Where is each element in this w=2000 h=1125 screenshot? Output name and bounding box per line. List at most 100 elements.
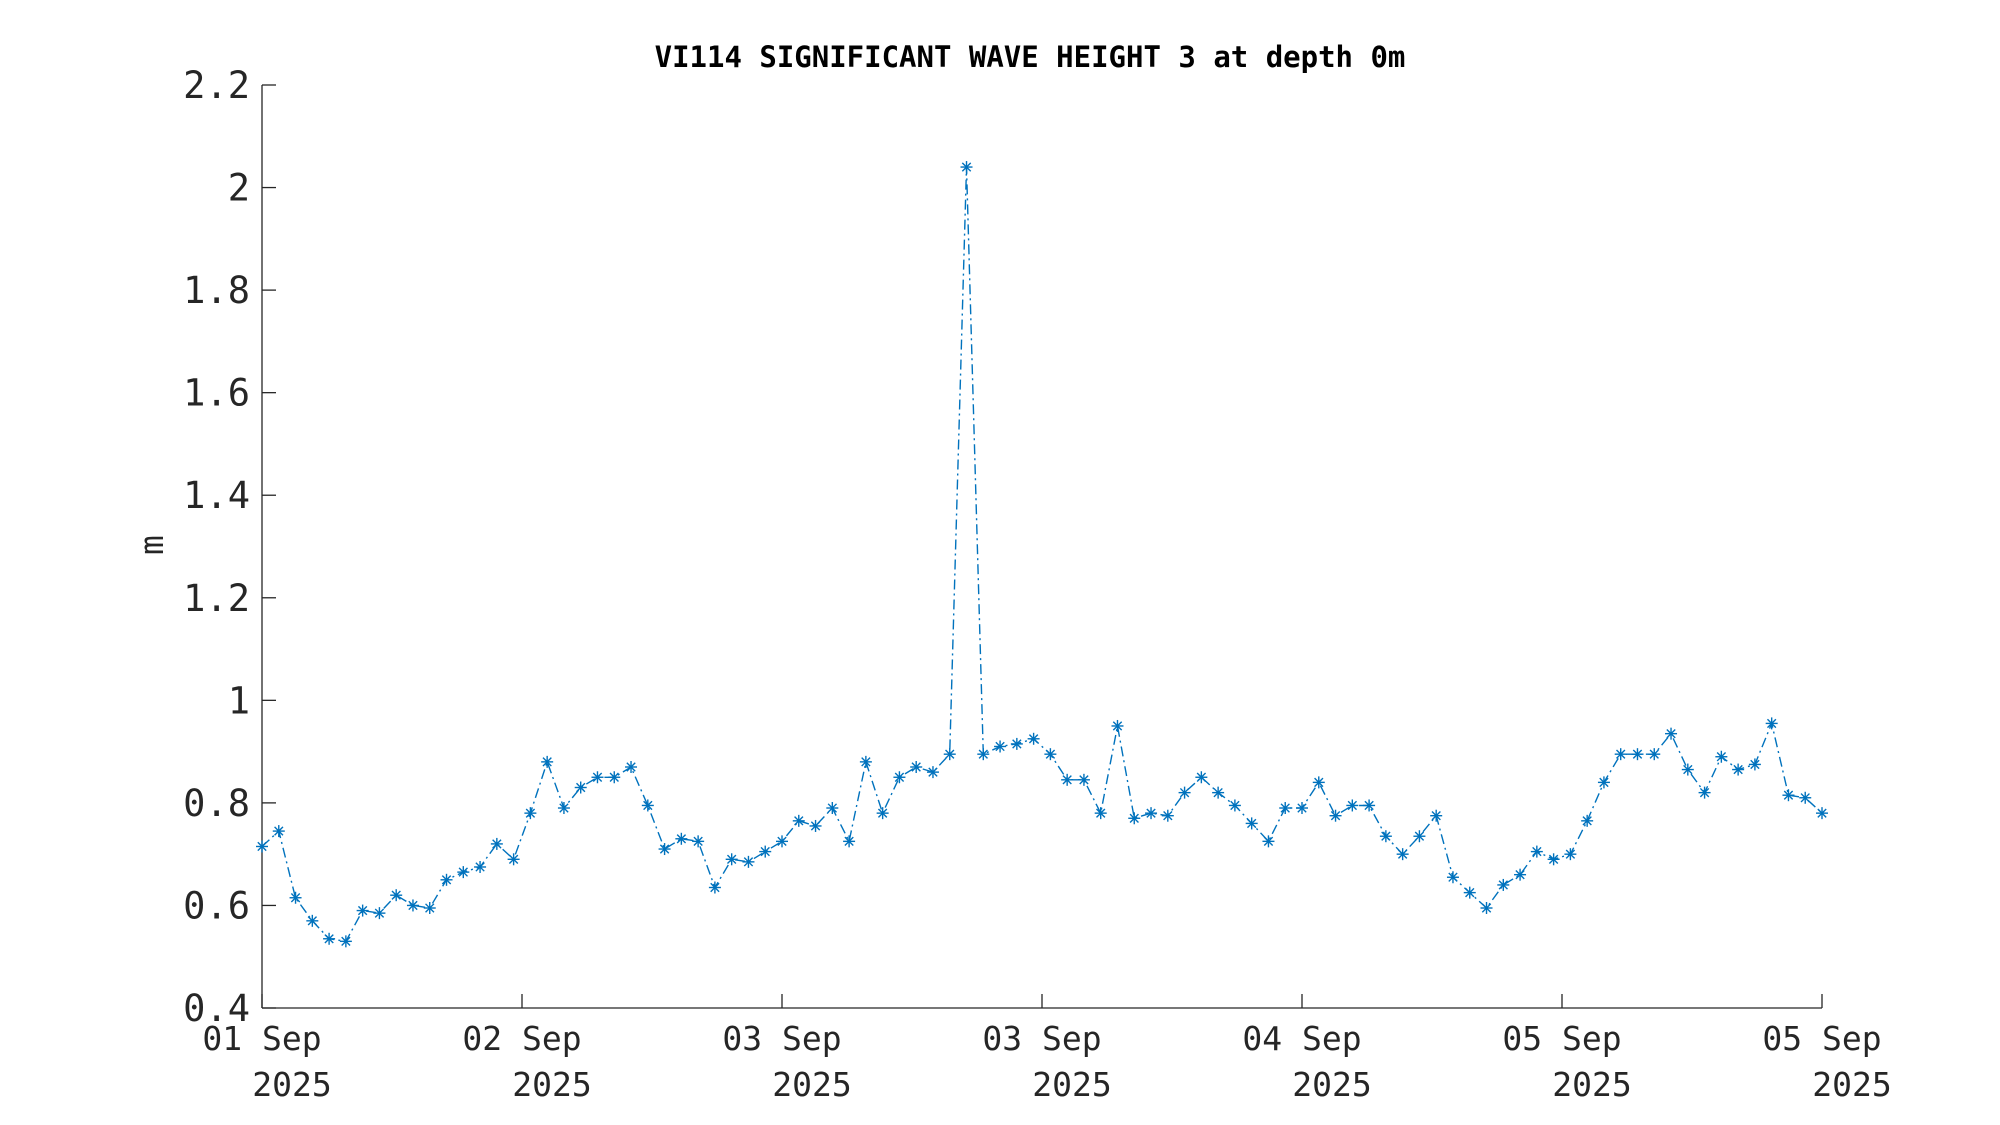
x-tick-label-year: 2025 xyxy=(252,1065,331,1104)
data-point xyxy=(524,807,537,820)
data-point xyxy=(977,748,990,761)
data-point xyxy=(1614,748,1627,761)
data-point xyxy=(1178,786,1191,799)
data-point xyxy=(641,799,654,812)
data-point xyxy=(1698,786,1711,799)
data-point xyxy=(272,825,285,838)
data-point xyxy=(1077,773,1090,786)
data-point xyxy=(1363,799,1376,812)
x-tick-label-date: 02 Sep xyxy=(462,1019,581,1058)
y-tick-label: 2.2 xyxy=(183,64,250,107)
data-point xyxy=(1061,773,1074,786)
wave-height-series xyxy=(256,161,1828,948)
x-tick-label-date: 03 Sep xyxy=(982,1019,1101,1058)
data-point xyxy=(1044,748,1057,761)
data-point xyxy=(1396,848,1409,861)
data-point xyxy=(1128,812,1141,825)
data-point xyxy=(457,866,470,879)
data-point xyxy=(708,881,721,894)
data-point xyxy=(1732,763,1745,776)
data-point xyxy=(1010,737,1023,750)
data-point xyxy=(826,802,839,815)
data-point xyxy=(943,748,956,761)
data-point xyxy=(608,771,621,784)
data-point xyxy=(356,904,369,917)
data-point xyxy=(1312,776,1325,789)
data-point xyxy=(742,855,755,868)
y-tick-label: 1.2 xyxy=(183,577,250,620)
data-point xyxy=(994,740,1007,753)
data-point xyxy=(423,902,436,915)
data-point xyxy=(574,781,587,794)
y-tick-label: 0.8 xyxy=(183,782,250,825)
data-point xyxy=(625,760,638,773)
data-point xyxy=(1748,758,1761,771)
data-point xyxy=(859,755,872,768)
data-point xyxy=(960,161,973,174)
data-point xyxy=(373,907,386,920)
plot-axes xyxy=(261,85,1822,1009)
data-point xyxy=(675,832,688,845)
data-point xyxy=(843,835,856,848)
chart-title: VI114 SIGNIFICANT WAVE HEIGHT 3 at depth… xyxy=(655,40,1406,74)
data-point xyxy=(1497,878,1510,891)
data-point xyxy=(1430,809,1443,822)
x-axis-ticks: 01 Sep 2025 02 Sep 2025 03 Sep 2025 03 Sep 2025… xyxy=(202,994,1892,1104)
y-tick-label: 0.4 xyxy=(183,987,250,1030)
x-tick-label-year: 2025 xyxy=(1032,1065,1111,1104)
data-point xyxy=(692,835,705,848)
data-point xyxy=(1446,871,1459,884)
data-point xyxy=(289,891,302,904)
data-point xyxy=(1631,748,1644,761)
y-axis-ticks: 0.4 0.6 0.8 1 1.2 1.4 1.6 1.8 2 2.2 xyxy=(183,64,276,1030)
data-point xyxy=(1480,902,1493,915)
data-point xyxy=(776,835,788,848)
data-point xyxy=(1094,807,1107,820)
data-point xyxy=(1463,886,1476,899)
y-tick-label: 1.6 xyxy=(183,372,250,415)
data-point xyxy=(725,853,738,866)
x-tick-label-date: 05 Sep xyxy=(1502,1019,1621,1058)
x-tick-label-date: 05 Sep xyxy=(1762,1019,1881,1058)
data-point xyxy=(591,771,604,784)
data-point xyxy=(507,853,520,866)
data-point xyxy=(876,807,889,820)
data-point xyxy=(1212,786,1225,799)
data-point xyxy=(256,840,268,853)
data-point xyxy=(1665,727,1678,740)
x-tick-label-year: 2025 xyxy=(1552,1065,1631,1104)
data-point xyxy=(658,843,671,856)
data-point xyxy=(1413,830,1426,843)
data-point xyxy=(541,755,554,768)
data-point xyxy=(1228,799,1241,812)
data-point xyxy=(759,845,772,858)
y-tick-label: 1.4 xyxy=(183,474,250,517)
x-tick-label-year: 2025 xyxy=(772,1065,851,1104)
data-point xyxy=(323,932,336,945)
x-tick-label-year: 2025 xyxy=(1292,1065,1371,1104)
data-point xyxy=(390,889,403,902)
data-point xyxy=(1765,717,1778,730)
x-tick-label-date: 04 Sep xyxy=(1242,1019,1361,1058)
data-point xyxy=(1564,848,1577,861)
y-axis-label: m xyxy=(132,535,171,555)
data-point xyxy=(1597,776,1610,789)
y-tick-label: 1.8 xyxy=(183,269,250,312)
data-point xyxy=(893,771,906,784)
data-point xyxy=(406,899,419,912)
data-point xyxy=(474,860,487,873)
data-point xyxy=(1296,802,1308,815)
series-line xyxy=(261,166,1823,943)
data-point xyxy=(1145,807,1158,820)
data-point xyxy=(1648,748,1661,761)
data-point xyxy=(1816,807,1828,820)
data-point xyxy=(1547,853,1560,866)
data-point xyxy=(1379,830,1392,843)
x-tick-label-date: 03 Sep xyxy=(722,1019,841,1058)
data-point xyxy=(1715,750,1728,763)
data-point xyxy=(809,819,822,832)
x-tick-label-year: 2025 xyxy=(1812,1065,1891,1104)
data-point xyxy=(1111,719,1124,732)
data-point xyxy=(1581,814,1594,827)
data-point xyxy=(1799,791,1812,804)
